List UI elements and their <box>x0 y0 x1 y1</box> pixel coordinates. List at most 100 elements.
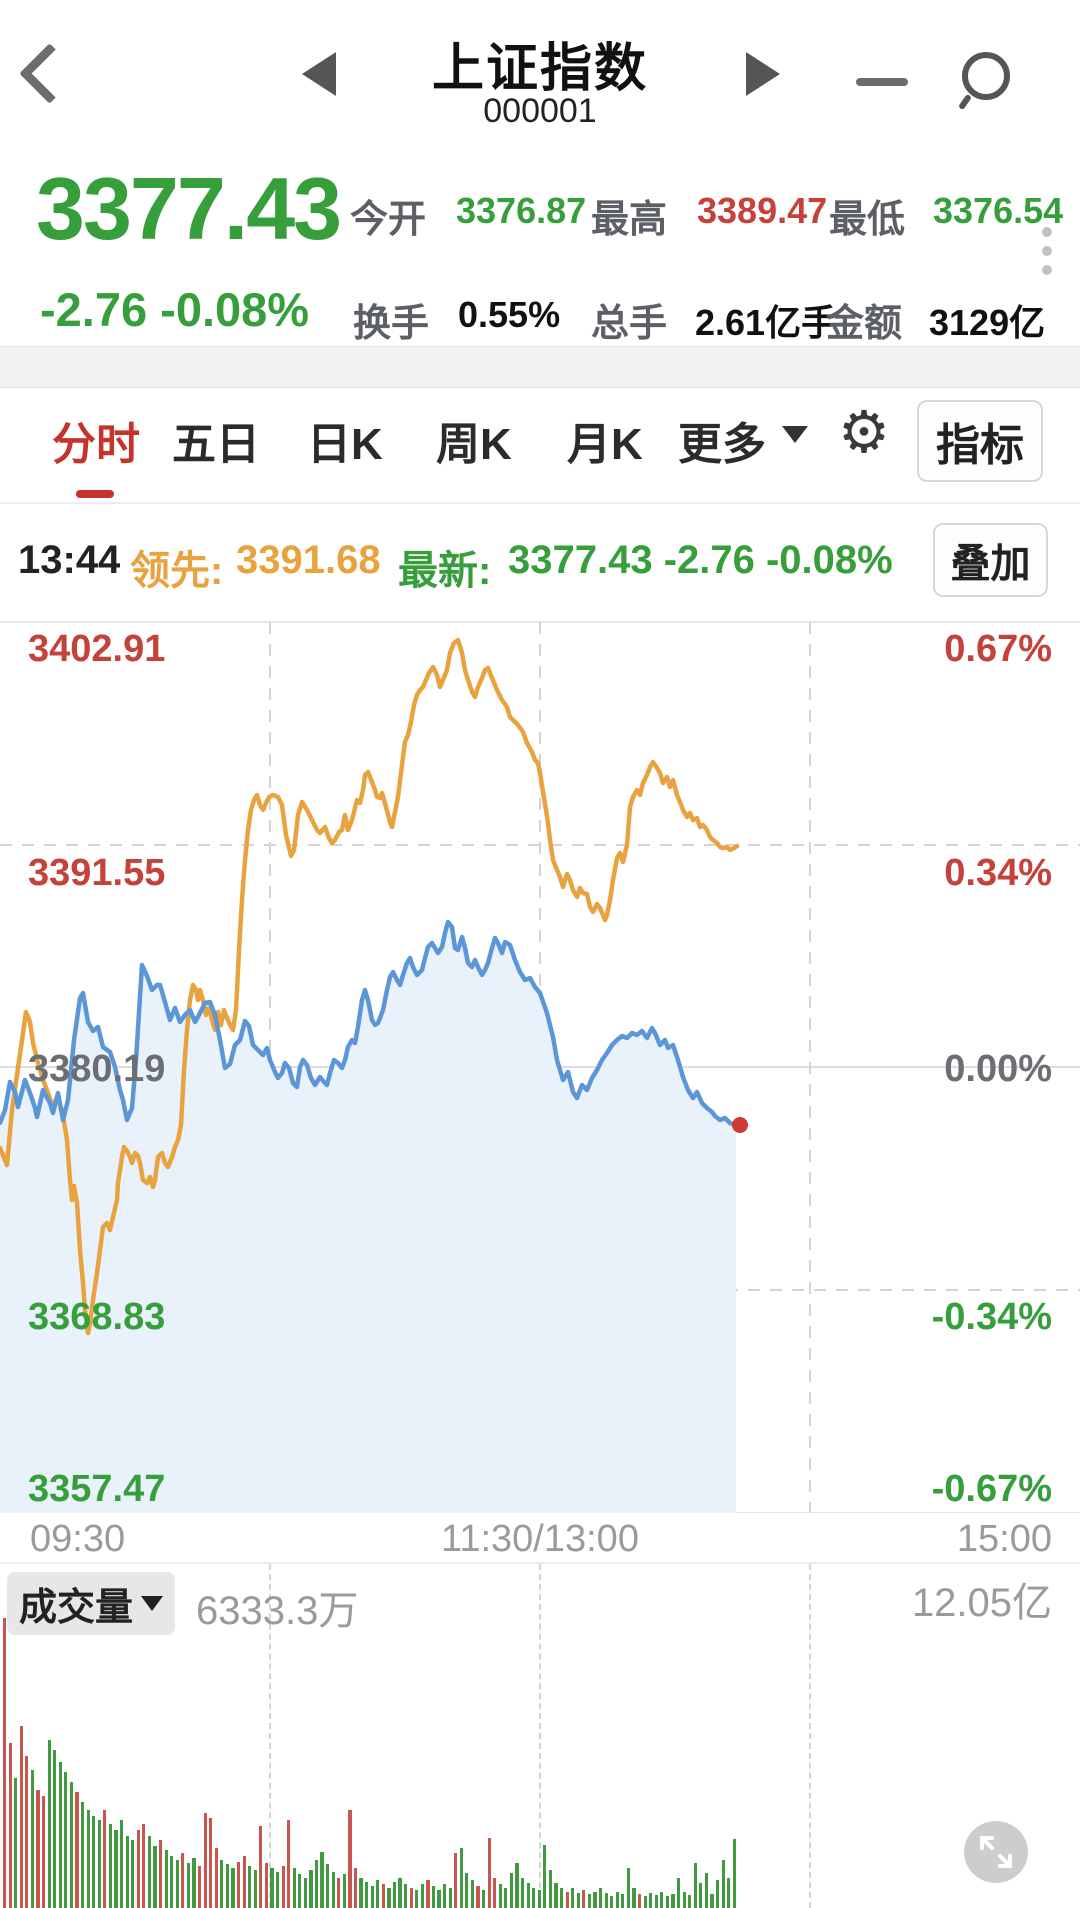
volume-bar <box>103 1810 107 1908</box>
volume-bar <box>665 1896 670 1908</box>
volume-bar <box>264 1863 268 1908</box>
volume-bar <box>482 1890 486 1908</box>
volume-bar <box>175 1860 179 1908</box>
latest-point-dot <box>732 1117 748 1133</box>
volume-bar <box>225 1864 229 1908</box>
stat-label: 换手 <box>353 303 430 345</box>
volume-bar <box>465 1873 469 1908</box>
vol-gridline <box>539 1564 541 1908</box>
volume-bar <box>621 1894 625 1908</box>
volume-bar <box>75 1792 79 1908</box>
y-label-left: 3368.83 <box>28 1296 166 1338</box>
volume-bar <box>8 1743 12 1908</box>
tab-5day[interactable]: 五日 <box>172 420 260 469</box>
volume-bar <box>571 1888 575 1908</box>
volume-bar <box>637 1894 642 1908</box>
tab-more[interactable]: 更多 <box>678 420 766 469</box>
volume-bar <box>69 1782 74 1908</box>
volume-bar <box>36 1790 40 1908</box>
volume-bar <box>537 1890 541 1908</box>
volume-bar <box>521 1878 525 1908</box>
index-line <box>0 919 739 1128</box>
volume-bar <box>426 1880 430 1908</box>
y-label-left: 3391.55 <box>28 852 166 894</box>
divider <box>0 1562 1080 1564</box>
volume-pane[interactable] <box>0 1564 1080 1908</box>
volume-bar <box>58 1762 62 1908</box>
volume-bar <box>147 1836 151 1908</box>
volume-bar <box>326 1864 330 1908</box>
volume-bar <box>676 1878 681 1908</box>
gear-icon[interactable]: ⚙ <box>838 400 890 465</box>
volume-bar <box>181 1853 185 1908</box>
x-label-open: 09:30 <box>30 1518 126 1560</box>
prev-stock-button[interactable] <box>302 52 336 96</box>
volume-current-value: 6333.3万 <box>196 1589 359 1633</box>
volume-bar <box>671 1894 675 1908</box>
volume-bar <box>509 1873 514 1908</box>
tab-weekly[interactable]: 周K <box>436 420 512 469</box>
volume-bar <box>231 1868 235 1908</box>
volume-bar <box>376 1880 380 1908</box>
search-icon[interactable] <box>962 52 1010 100</box>
fullscreen-rotate-button[interactable] <box>964 1821 1028 1883</box>
volume-bar <box>119 1820 124 1908</box>
indicator-button[interactable]: 指标 <box>917 400 1043 482</box>
volume-bar <box>131 1840 135 1908</box>
stat-value: 0.55% <box>458 294 561 335</box>
volume-bar <box>331 1872 335 1908</box>
more-menu-icon[interactable] <box>1042 218 1052 284</box>
x-label-noon: 11:30/13:00 <box>441 1518 639 1560</box>
volume-bar <box>576 1893 580 1908</box>
volume-bar <box>649 1893 653 1908</box>
minimize-icon[interactable] <box>856 78 908 86</box>
volume-bar <box>220 1860 224 1908</box>
volume-bar <box>593 1892 597 1908</box>
volume-bar <box>654 1895 658 1908</box>
next-stock-button[interactable] <box>746 52 780 96</box>
volume-bar <box>314 1860 319 1908</box>
latest-value: 3377.43 -2.76 -0.08% <box>508 538 893 582</box>
overlay-button[interactable]: 叠加 <box>933 523 1048 597</box>
triangle-down-icon <box>141 1596 164 1611</box>
volume-selector[interactable]: 成交量 <box>7 1572 176 1635</box>
volume-bar <box>392 1882 397 1908</box>
volume-bar <box>582 1890 586 1908</box>
volume-bar <box>604 1893 608 1908</box>
intraday-chart[interactable] <box>0 605 1080 1513</box>
volume-bar <box>203 1813 207 1908</box>
volume-bar <box>125 1836 129 1908</box>
stat-value: 3389.47 <box>697 190 828 231</box>
volume-bar <box>192 1858 196 1908</box>
volume-bar <box>387 1888 391 1908</box>
volume-bar <box>431 1886 436 1908</box>
stock-code: 000001 <box>483 92 597 130</box>
stat-label: 最高 <box>591 199 668 241</box>
volume-bar <box>693 1863 697 1908</box>
volume-bar <box>643 1896 647 1908</box>
volume-bar <box>632 1888 636 1908</box>
volume-bar <box>14 1778 18 1908</box>
volume-bar <box>727 1878 731 1908</box>
y-label-left: 3380.19 <box>28 1048 166 1090</box>
tab-minute[interactable]: 分时 <box>52 420 140 469</box>
volume-bar <box>86 1810 90 1908</box>
volume-bar <box>292 1868 296 1908</box>
volume-bar <box>515 1863 519 1908</box>
tab-monthly[interactable]: 月K <box>567 420 643 469</box>
tab-daily[interactable]: 日K <box>307 420 383 469</box>
y-label-right: 0.34% <box>944 852 1052 894</box>
volume-bar <box>47 1740 51 1908</box>
volume-bar <box>114 1830 118 1908</box>
volume-bar <box>303 1878 307 1908</box>
volume-bar <box>459 1848 463 1908</box>
volume-bar <box>420 1884 424 1908</box>
volume-bar <box>197 1866 202 1908</box>
volume-bar <box>41 1796 46 1908</box>
volume-total-value: 12.05亿 <box>911 1581 1052 1625</box>
volume-bar <box>359 1878 363 1908</box>
volume-bar <box>19 1726 23 1908</box>
lead-value: 3391.68 <box>236 538 381 582</box>
volume-bar <box>732 1839 736 1908</box>
volume-bar <box>270 1868 274 1908</box>
